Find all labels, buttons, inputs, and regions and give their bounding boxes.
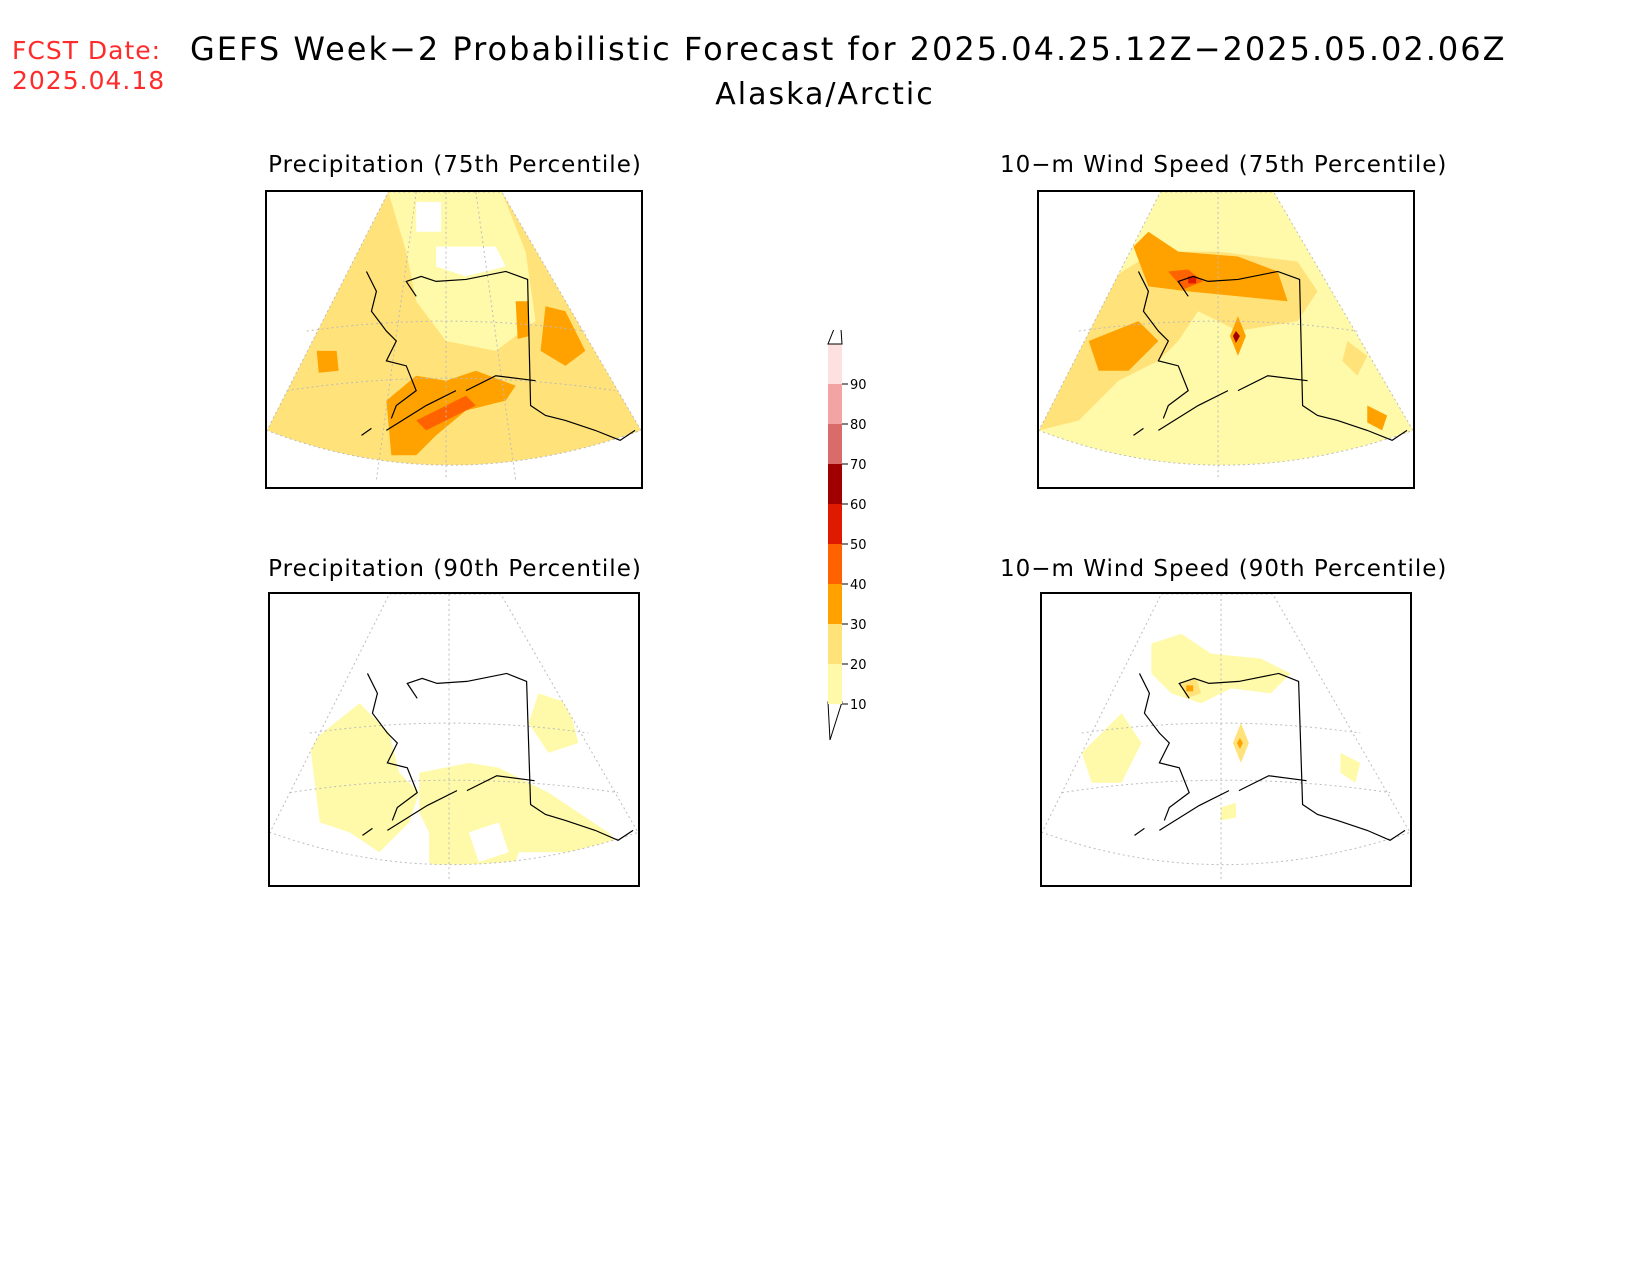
colorbar-swatch (828, 544, 842, 584)
map-wind-90 (1040, 592, 1412, 887)
colorbar-label: 30 (850, 618, 867, 633)
colorbar-label: 80 (850, 418, 867, 433)
panel-title-precip-75: Precipitation (75th Percentile) (268, 152, 642, 178)
colorbar-svg: 10 20 30 40 50 60 70 80 90 (827, 313, 867, 741)
colorbar-swatch (828, 384, 842, 424)
page-title: GEFS Week−2 Probabilistic Forecast for 2… (190, 30, 1507, 68)
region-title: Alaska/Arctic (715, 77, 935, 112)
panel-title-wind-75: 10−m Wind Speed (75th Percentile) (1000, 152, 1448, 178)
colorbar-lower-triangle (827, 701, 843, 741)
forecast-date-label: FCST Date: (12, 36, 162, 65)
colorbar-swatch (828, 504, 842, 544)
map-wind-75 (1037, 190, 1415, 489)
forecast-date-value: 2025.04.18 (12, 66, 166, 95)
forecast-date-block: FCST Date: 2025.04.18 (12, 36, 165, 96)
colorbar-label: 50 (850, 538, 867, 553)
colorbar-label: 90 (850, 378, 867, 393)
colorbar-legend: 10 20 30 40 50 60 70 80 90 (820, 313, 910, 750)
colorbar-swatch (828, 464, 842, 504)
colorbar-label: 20 (850, 658, 867, 673)
colorbar-swatch (828, 584, 842, 624)
colorbar-swatch (828, 664, 842, 704)
colorbar-label: 40 (850, 578, 867, 593)
colorbar-label: 60 (850, 498, 867, 513)
colorbar-swatch (828, 424, 842, 464)
colorbar-swatch (828, 344, 842, 384)
panel-title-wind-90: 10−m Wind Speed (90th Percentile) (1000, 556, 1448, 582)
colorbar-upper-triangle (827, 313, 843, 345)
panel-title-precip-90: Precipitation (90th Percentile) (268, 556, 642, 582)
colorbar-swatch (828, 624, 842, 664)
map-precip-75 (265, 190, 643, 489)
colorbar-label: 10 (850, 698, 867, 713)
colorbar-label: 70 (850, 458, 867, 473)
map-precip-90 (268, 592, 640, 887)
